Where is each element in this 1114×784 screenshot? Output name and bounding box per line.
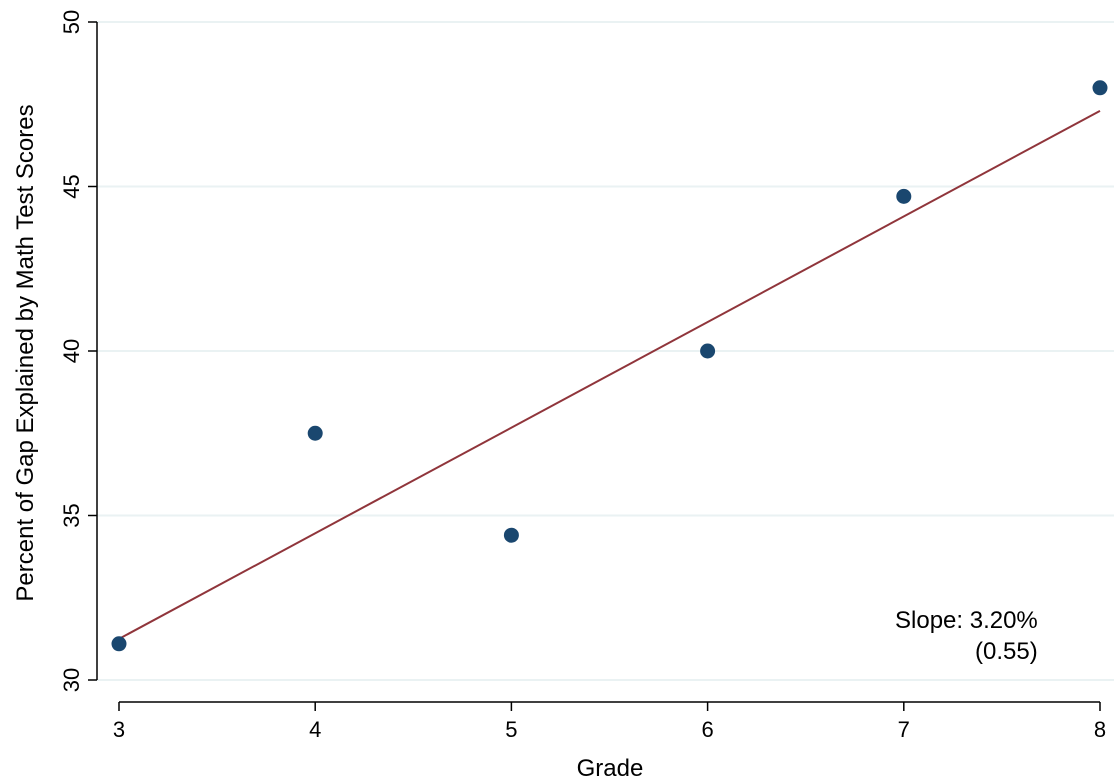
y-tick-label: 45 (59, 174, 84, 198)
grid-lines (97, 21, 1114, 681)
x-tick-label: 8 (1094, 717, 1106, 742)
x-tick-label: 4 (309, 717, 321, 742)
y-tick-label: 40 (59, 339, 84, 363)
y-tick-label: 30 (59, 668, 84, 692)
data-point (307, 425, 323, 441)
data-point (1092, 80, 1108, 96)
x-axis-title: Grade (577, 755, 644, 782)
slope-annotation: Slope: 3.20% (895, 607, 1038, 634)
y-tick-label: 35 (59, 503, 84, 527)
x-tick-label: 3 (113, 717, 125, 742)
fit-line-group (118, 109, 1101, 640)
slope-se-annotation: (0.55) (975, 638, 1038, 665)
x-tick-label: 5 (505, 717, 517, 742)
y-tick-label: 50 (59, 10, 84, 34)
x-tick-label: 6 (701, 717, 713, 742)
y-axis-title: Percent of Gap Explained by Math Test Sc… (12, 104, 39, 601)
x-tick-label: 7 (898, 717, 910, 742)
data-point (503, 527, 519, 543)
fit-line (118, 109, 1101, 640)
data-point (700, 343, 716, 359)
data-points (111, 80, 1108, 652)
data-point (896, 188, 912, 204)
data-point (111, 636, 127, 652)
